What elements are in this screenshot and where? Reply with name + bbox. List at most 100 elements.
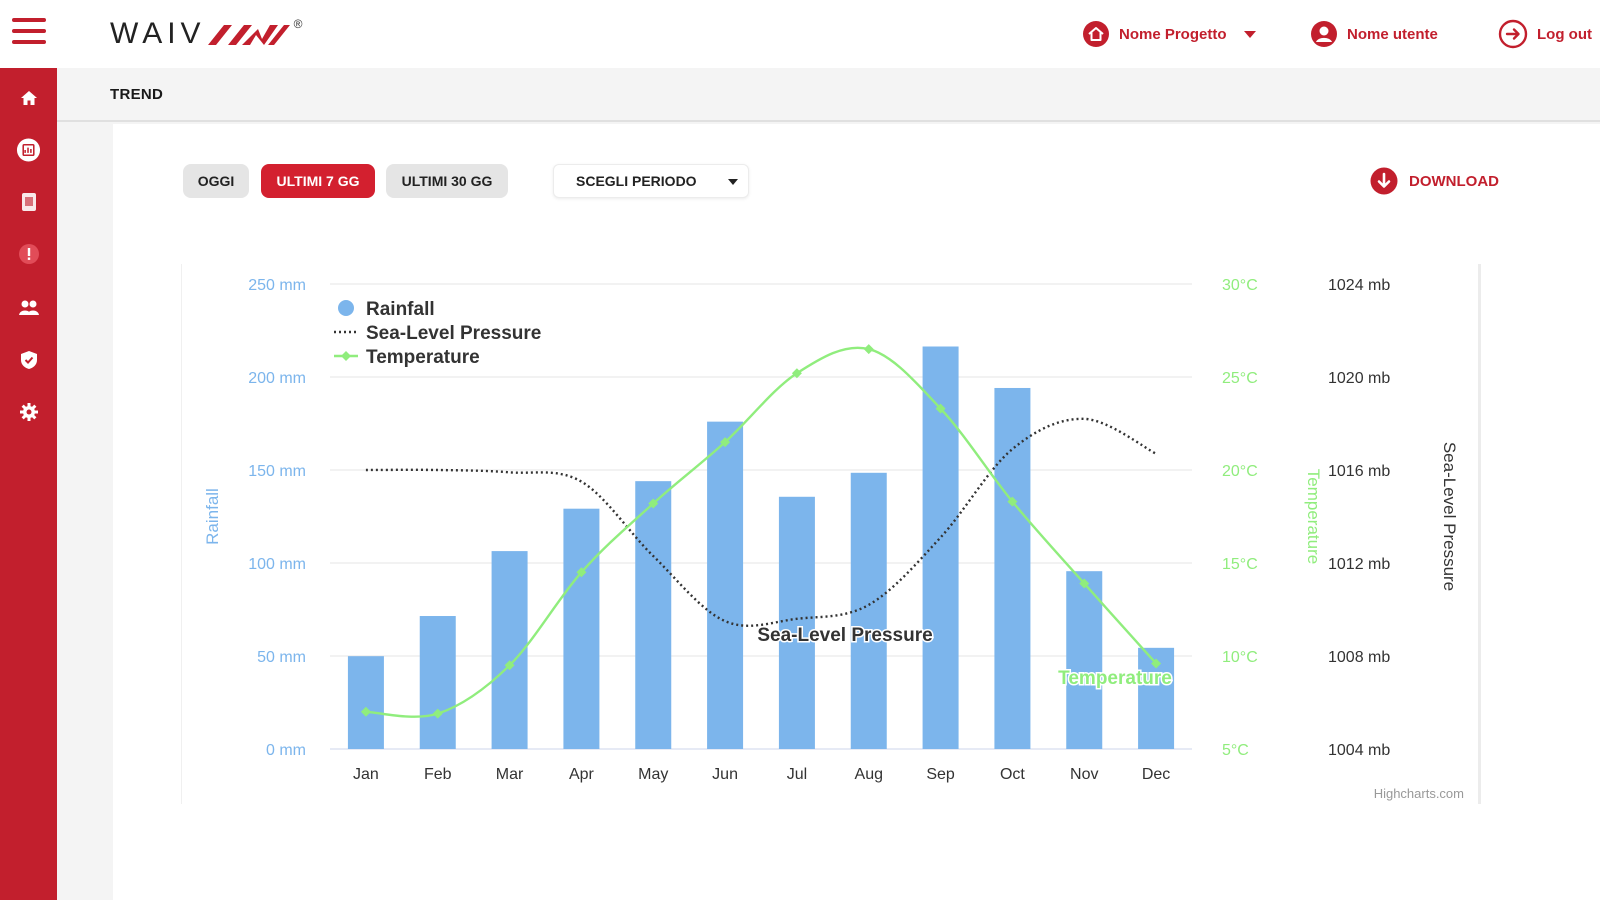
chart-container: Sea-Level Pressure Temperature 0 mm 50 mm 1… [181, 264, 1481, 804]
project-label: Nome Progetto [1119, 25, 1227, 43]
temperature-axis-tick: 30°C [1222, 277, 1258, 294]
rainfall-bar[interactable] [635, 481, 672, 749]
home-circle-icon [1083, 21, 1109, 47]
temperature-axis-title: Temperature [1304, 469, 1323, 564]
waiv-logo: WAIV ® [110, 14, 302, 54]
logout-label: Log out [1537, 25, 1592, 43]
logo-registered-mark: ® [293, 17, 303, 31]
sidebar-item-users[interactable] [16, 295, 41, 320]
x-axis-tick: Sep [926, 766, 955, 783]
logout-button[interactable]: Log out [1498, 18, 1592, 50]
legend-temperature-marker [341, 351, 351, 361]
temperature-point[interactable] [1151, 658, 1162, 669]
rainfall-bar[interactable] [347, 656, 384, 749]
x-axis-tick: Jun [712, 766, 738, 783]
left-axis-title: Rainfall [203, 488, 222, 545]
left-axis-tick: 150 mm [248, 463, 306, 480]
x-axis-tick: Oct [1000, 766, 1025, 783]
temperature-point[interactable] [863, 344, 874, 355]
rainfall-bar[interactable] [778, 496, 815, 749]
user-label: Nome utente [1347, 25, 1438, 43]
temperature-axis-tick: 10°C [1222, 649, 1258, 666]
period-select[interactable]: SCEGLI PERIODO [553, 164, 749, 198]
left-axis-tick: 100 mm [248, 556, 306, 573]
pressure-axis-tick: 1004 mb [1328, 742, 1390, 759]
chart-credits[interactable]: Highcharts.com [1374, 786, 1464, 801]
x-axis-tick: Aug [855, 766, 883, 783]
pressure-axis-tick: 1016 mb [1328, 463, 1390, 480]
project-selector[interactable]: Nome Progetto [1082, 18, 1256, 50]
legend-temperature-label[interactable]: Temperature [366, 347, 480, 368]
period-select-label: SCEGLI PERIODO [576, 173, 697, 189]
temperature-axis-tick: 5°C [1222, 742, 1249, 759]
temperature-point[interactable] [935, 403, 946, 414]
rainfall-bar[interactable] [994, 387, 1031, 749]
sidebar-item-reports[interactable] [16, 189, 41, 214]
rainfall-bar[interactable] [707, 421, 744, 749]
range-last30-button[interactable]: ULTIMI 30 GG [386, 164, 508, 198]
chevron-down-icon [728, 179, 738, 185]
x-axis-tick: Dec [1142, 766, 1170, 783]
temperature-point[interactable] [576, 567, 587, 578]
x-axis-tick: Jan [353, 766, 379, 783]
x-axis-tick: Jul [787, 766, 807, 783]
top-header: WAIV ® Nome Progetto Nome utente Log out [0, 0, 1600, 68]
temperature-point[interactable] [1079, 578, 1090, 589]
temperature-axis-tick: 20°C [1222, 463, 1258, 480]
sidebar-item-dashboard[interactable] [16, 137, 41, 162]
sidebar-item-home[interactable] [16, 85, 41, 110]
pressure-line [365, 417, 1157, 627]
title-bar: TREND [57, 68, 1600, 122]
temperature-point[interactable] [720, 437, 731, 448]
sidebar [0, 68, 57, 900]
temperature-line [365, 346, 1157, 718]
pressure-axis-tick: 1008 mb [1328, 649, 1390, 666]
temperature-axis-tick: 15°C [1222, 556, 1258, 573]
sidebar-item-settings[interactable] [16, 399, 41, 424]
range-last7-button[interactable]: ULTIMI 7 GG [261, 164, 375, 198]
x-axis-tick: Nov [1070, 766, 1098, 783]
users-icon [18, 300, 39, 315]
download-label: DOWNLOAD [1409, 172, 1499, 190]
pressure-axis-tick: 1012 mb [1328, 556, 1390, 573]
legend-rainfall-marker [338, 300, 354, 316]
legend-pressure-label[interactable]: Sea-Level Pressure [366, 323, 541, 344]
legend-rainfall-label[interactable]: Rainfall [366, 299, 435, 320]
main-content: OGGI ULTIMI 7 GG ULTIMI 30 GG SCEGLI PER… [113, 124, 1600, 900]
x-axis-tick: Mar [496, 766, 524, 783]
home-icon [20, 90, 37, 105]
rainfall-bar[interactable] [563, 508, 600, 749]
sidebar-item-security[interactable] [16, 347, 41, 372]
temperature-point[interactable] [432, 708, 443, 719]
user-icon [1311, 21, 1337, 47]
download-icon [1370, 167, 1398, 195]
left-axis-tick: 0 mm [266, 742, 306, 759]
temperature-axis-tick: 25°C [1222, 370, 1258, 387]
pressure-axis-title: Sea-Level Pressure [1440, 442, 1459, 591]
temperature-point[interactable] [1007, 496, 1018, 507]
combo-chart: Sea-Level Pressure Temperature 0 mm 50 mm 1… [203, 277, 1464, 801]
x-axis-tick: Feb [424, 766, 452, 783]
temperature-point[interactable] [648, 498, 659, 509]
logo-wave-icon [207, 25, 290, 45]
gear-icon [19, 402, 38, 421]
left-axis-tick: 50 mm [257, 649, 306, 666]
download-button[interactable]: DOWNLOAD [1370, 166, 1499, 196]
rainfall-bar[interactable] [1066, 571, 1103, 749]
temperature-point[interactable] [360, 706, 371, 717]
range-today-button[interactable]: OGGI [183, 164, 249, 198]
logo-text: WAIV [110, 17, 206, 50]
shield-icon [20, 350, 37, 369]
pressure-axis-tick: 1020 mb [1328, 370, 1390, 387]
x-axis-tick: May [638, 766, 668, 783]
rainfall-bar[interactable] [419, 616, 456, 749]
sidebar-item-alerts[interactable] [16, 241, 41, 266]
left-axis-tick: 250 mm [248, 277, 306, 294]
temperature-point[interactable] [504, 660, 515, 671]
user-menu[interactable]: Nome utente [1310, 18, 1438, 50]
logout-icon [1498, 19, 1528, 49]
temperature-point[interactable] [791, 368, 802, 379]
alert-icon [18, 243, 39, 264]
document-icon [21, 192, 36, 211]
hamburger-menu-icon[interactable] [12, 18, 46, 50]
